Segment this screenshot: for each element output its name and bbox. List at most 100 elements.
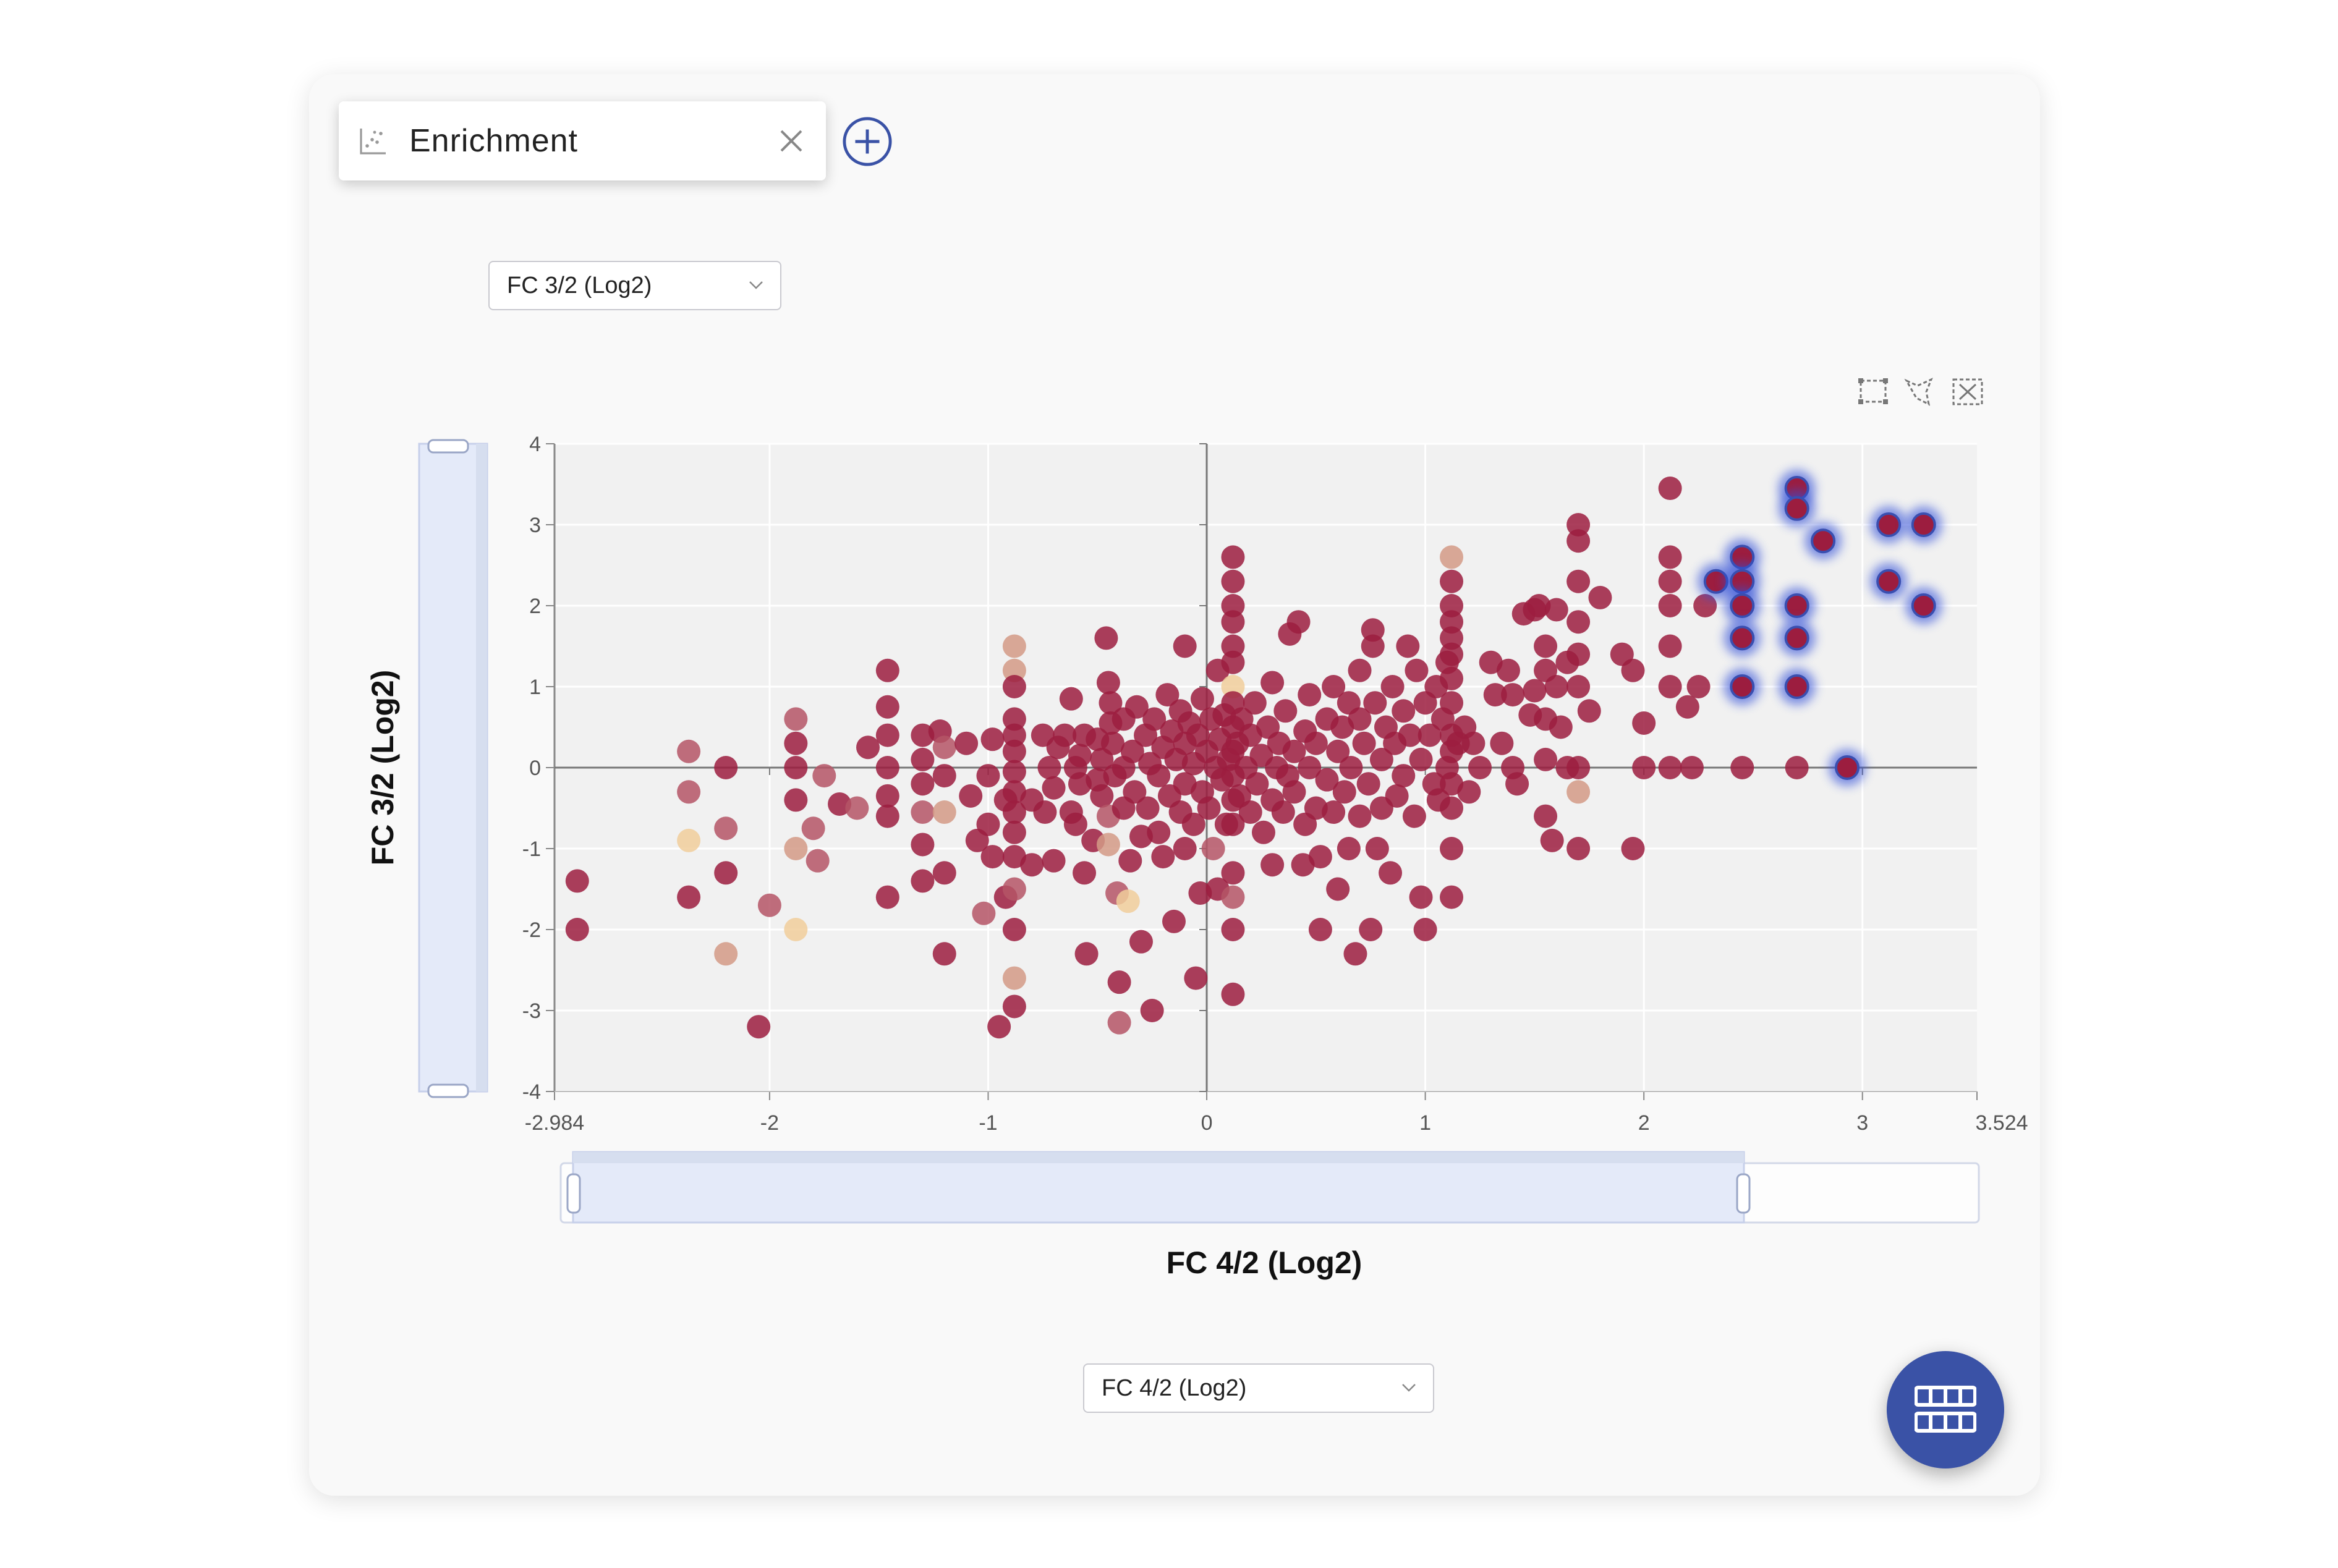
- data-point[interactable]: [1730, 756, 1754, 779]
- data-point[interactable]: [1566, 642, 1591, 666]
- data-point[interactable]: [1479, 650, 1503, 674]
- data-point[interactable]: [1379, 861, 1403, 885]
- data-point[interactable]: [1658, 634, 1682, 658]
- data-point[interactable]: [1291, 853, 1315, 877]
- data-point[interactable]: [1221, 594, 1245, 617]
- data-point[interactable]: [1440, 626, 1464, 650]
- data-point[interactable]: [1566, 837, 1591, 860]
- data-point[interactable]: [1074, 942, 1099, 966]
- data-point[interactable]: [1221, 982, 1245, 1006]
- data-point[interactable]: [1147, 820, 1171, 844]
- data-point[interactable]: [1348, 804, 1372, 828]
- data-point[interactable]: [911, 869, 935, 893]
- data-point[interactable]: [1440, 666, 1464, 690]
- data-points[interactable]: [565, 477, 1809, 1039]
- data-point[interactable]: [1308, 845, 1332, 869]
- data-point[interactable]: [806, 849, 830, 873]
- x-zoom-handle-left[interactable]: [566, 1173, 581, 1214]
- data-point[interactable]: [911, 747, 935, 771]
- data-point[interactable]: [784, 707, 808, 731]
- data-point[interactable]: [1343, 942, 1367, 966]
- data-point[interactable]: [1298, 756, 1322, 779]
- data-point[interactable]: [1566, 675, 1591, 698]
- data-point[interactable]: [1621, 658, 1645, 682]
- data-point[interactable]: [932, 942, 956, 966]
- data-point[interactable]: [1402, 804, 1426, 828]
- data-point[interactable]: [565, 869, 589, 893]
- data-point[interactable]: [1440, 569, 1464, 593]
- data-point[interactable]: [1348, 707, 1372, 731]
- data-point[interactable]: [1094, 626, 1118, 650]
- data-point[interactable]: [1002, 723, 1026, 747]
- data-point[interactable]: [1361, 618, 1385, 642]
- data-point[interactable]: [1392, 764, 1416, 788]
- data-point[interactable]: [980, 727, 1005, 752]
- tab-enrichment[interactable]: Enrichment: [339, 101, 826, 180]
- data-point[interactable]: [1120, 739, 1144, 763]
- data-point[interactable]: [1190, 687, 1214, 711]
- data-point[interactable]: [875, 658, 899, 682]
- data-point[interactable]: [1326, 739, 1350, 763]
- data-point[interactable]: [1339, 756, 1363, 779]
- data-point[interactable]: [677, 780, 701, 804]
- data-point[interactable]: [1107, 970, 1131, 994]
- data-point[interactable]: [1107, 1011, 1131, 1035]
- data-point[interactable]: [1680, 756, 1704, 779]
- y-zoom-handle-top[interactable]: [427, 439, 469, 454]
- data-point[interactable]: [1577, 699, 1601, 723]
- data-point[interactable]: [1271, 800, 1295, 824]
- data-point[interactable]: [932, 764, 956, 788]
- data-point[interactable]: [976, 764, 1000, 788]
- data-point[interactable]: [1468, 756, 1492, 779]
- data-point[interactable]: [1658, 594, 1682, 617]
- data-point[interactable]: [932, 861, 956, 885]
- selected-point[interactable]: [1876, 512, 1902, 537]
- data-point[interactable]: [1221, 675, 1245, 698]
- data-point[interactable]: [1002, 820, 1026, 844]
- data-point[interactable]: [1658, 545, 1682, 569]
- data-point[interactable]: [1221, 610, 1245, 634]
- data-point[interactable]: [784, 731, 808, 755]
- data-point[interactable]: [1197, 796, 1221, 820]
- x-zoom-slider[interactable]: [559, 1151, 1980, 1224]
- data-point[interactable]: [812, 764, 836, 788]
- selected-point[interactable]: [1811, 528, 1836, 554]
- data-point[interactable]: [1326, 877, 1350, 901]
- data-point[interactable]: [1369, 747, 1393, 771]
- data-point[interactable]: [911, 800, 935, 824]
- data-point[interactable]: [1348, 658, 1372, 682]
- data-point[interactable]: [1658, 675, 1682, 698]
- data-point[interactable]: [976, 812, 1000, 836]
- data-point[interactable]: [1136, 796, 1160, 820]
- data-point[interactable]: [1124, 695, 1149, 719]
- data-point[interactable]: [911, 772, 935, 796]
- data-point[interactable]: [1002, 739, 1026, 763]
- data-point[interactable]: [1002, 877, 1026, 901]
- data-point[interactable]: [1632, 711, 1656, 735]
- data-point[interactable]: [1221, 885, 1245, 909]
- data-point[interactable]: [1356, 772, 1380, 796]
- data-point[interactable]: [1490, 731, 1514, 755]
- data-point[interactable]: [677, 885, 701, 909]
- data-point[interactable]: [1365, 837, 1389, 860]
- data-point[interactable]: [1675, 695, 1699, 719]
- data-point[interactable]: [954, 731, 979, 755]
- data-point[interactable]: [1282, 739, 1306, 763]
- data-point[interactable]: [1042, 776, 1066, 800]
- data-point[interactable]: [1162, 909, 1186, 933]
- data-point[interactable]: [1549, 715, 1573, 739]
- data-point[interactable]: [1002, 658, 1026, 682]
- data-point[interactable]: [1352, 731, 1376, 755]
- data-point[interactable]: [1308, 918, 1332, 941]
- data-point[interactable]: [1380, 675, 1405, 698]
- box-select-icon[interactable]: [1858, 378, 1888, 404]
- data-point[interactable]: [828, 792, 852, 816]
- selected-point[interactable]: [1730, 593, 1755, 618]
- data-point[interactable]: [1099, 691, 1123, 715]
- data-point[interactable]: [1238, 800, 1262, 824]
- data-point[interactable]: [1359, 918, 1383, 941]
- data-point[interactable]: [1188, 881, 1212, 905]
- data-point[interactable]: [1020, 853, 1044, 877]
- data-point[interactable]: [1118, 849, 1142, 873]
- data-point[interactable]: [972, 901, 996, 925]
